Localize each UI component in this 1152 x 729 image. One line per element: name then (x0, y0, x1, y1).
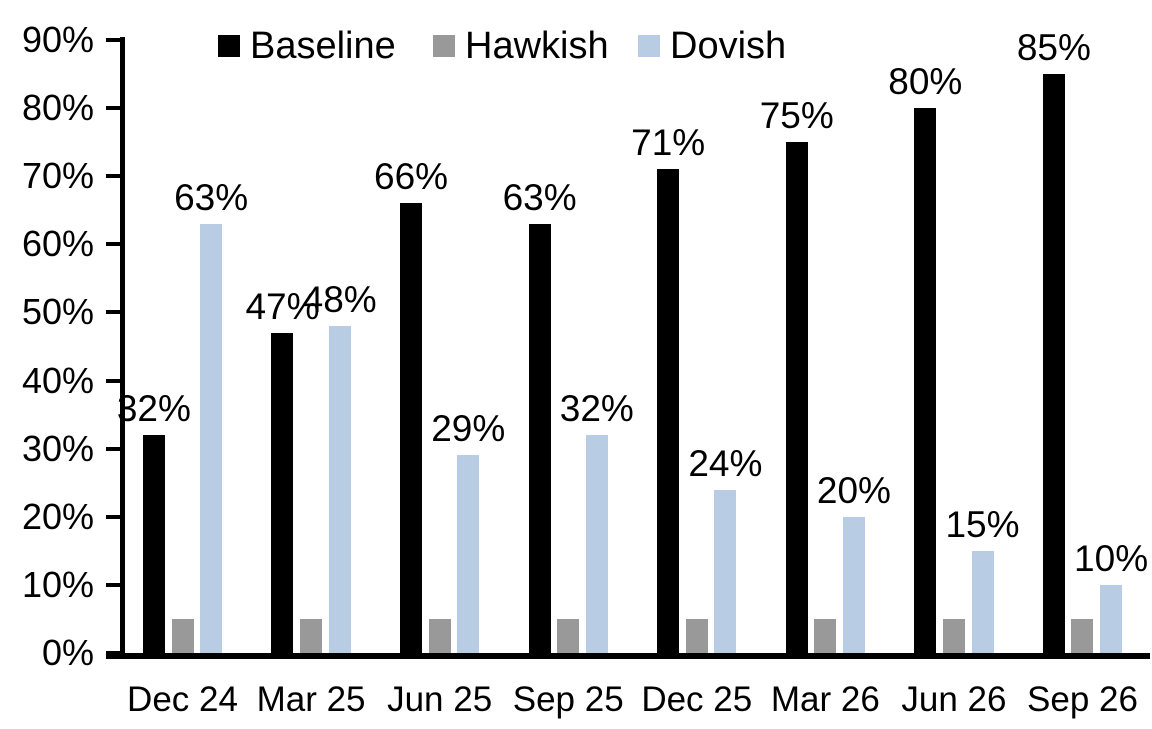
bar-hawkish-dec-25 (685, 618, 708, 653)
bar-dovish-dec-25 (714, 489, 737, 653)
bar-value-label-baseline-mar-25: 47% (245, 285, 320, 327)
bar-value-label-baseline-jun-25: 66% (374, 156, 449, 198)
bar-value-label-dovish-dec-24: 63% (174, 176, 249, 218)
bar-hawkish-jun-25 (428, 618, 451, 653)
bar-value-label-dovish-sep-26: 10% (1074, 537, 1149, 579)
bar-hawkish-sep-26 (1071, 618, 1094, 653)
bar-baseline-dec-25 (657, 169, 680, 653)
y-axis-tick (106, 38, 121, 42)
bar-value-label-dovish-jun-25: 29% (431, 408, 506, 450)
legend-swatch-baseline-icon (218, 35, 240, 57)
bar-value-label-baseline-sep-26: 85% (1016, 27, 1091, 69)
bar-baseline-sep-26 (1042, 74, 1065, 653)
bar-hawkish-mar-26 (814, 618, 837, 653)
bar-value-label-baseline-jun-26: 80% (888, 61, 963, 103)
y-axis-tick-label: 70% (21, 155, 94, 197)
bar-value-label-baseline-mar-26: 75% (759, 95, 834, 137)
bar-hawkish-dec-24 (171, 618, 194, 653)
bar-dovish-sep-26 (1100, 584, 1123, 653)
legend-swatch-dovish-icon (638, 35, 660, 57)
legend-label: Dovish (670, 25, 787, 67)
x-axis-category-label: Dec 24 (127, 680, 238, 719)
bar-hawkish-sep-25 (557, 618, 580, 653)
bar-dovish-sep-25 (585, 435, 608, 653)
legend-item-hawkish: Hawkish (433, 26, 609, 66)
x-axis-category-label: Sep 26 (1027, 680, 1138, 719)
bar-dovish-jun-26 (971, 550, 994, 653)
legend-label: Hawkish (465, 25, 609, 67)
x-axis-category-label: Jun 25 (387, 680, 493, 719)
bar-baseline-jun-25 (400, 203, 423, 653)
x-axis-category-label: Sep 25 (512, 680, 624, 719)
y-axis-tick-label: 50% (21, 291, 94, 333)
bar-hawkish-jun-26 (942, 618, 965, 653)
x-axis-category-label: Dec 25 (641, 680, 753, 719)
y-axis-tick (106, 378, 121, 383)
y-axis-tick-label: 30% (21, 427, 94, 469)
y-axis-tick (106, 174, 121, 179)
y-axis-line (120, 37, 125, 659)
y-axis-tick (106, 514, 121, 519)
y-axis-tick-label: 90% (21, 19, 94, 60)
bar-hawkish-mar-25 (300, 618, 323, 653)
bar-dovish-jun-25 (457, 455, 480, 653)
bar-value-label-dovish-dec-25: 24% (688, 442, 763, 484)
legend-item-baseline: Baseline (218, 26, 396, 66)
bar-baseline-mar-25 (271, 332, 294, 653)
bar-value-label-baseline-sep-25: 63% (502, 176, 577, 218)
bar-value-label-dovish-mar-25: 48% (302, 279, 377, 321)
y-axis-tick-label: 40% (21, 359, 94, 401)
bar-value-label-dovish-jun-26: 15% (945, 503, 1020, 545)
bar-value-label-baseline-dec-24: 32% (116, 388, 191, 430)
chart-legend: Baseline Hawkish Dovish (0, 0, 1152, 70)
y-axis-tick (106, 582, 121, 587)
y-axis-tick-label: 80% (21, 87, 94, 129)
bar-value-label-dovish-sep-25: 32% (559, 388, 634, 430)
y-axis-tick-label: 60% (21, 223, 94, 265)
y-axis-tick (106, 446, 121, 451)
bar-value-label-baseline-dec-25: 71% (631, 122, 706, 164)
y-axis-tick-label: 10% (21, 563, 94, 605)
y-axis-tick-label: 20% (21, 495, 94, 537)
y-axis-tick (106, 106, 121, 111)
y-axis-tick-label: 0% (41, 632, 94, 673)
bar-baseline-sep-25 (528, 223, 551, 653)
x-axis-line (106, 653, 1150, 659)
bar-dovish-dec-24 (200, 223, 223, 653)
y-axis-tick (106, 310, 121, 315)
bar-dovish-mar-25 (328, 326, 351, 653)
legend-label: Baseline (250, 25, 396, 67)
y-axis-tick (106, 242, 121, 247)
bar-dovish-mar-26 (842, 516, 865, 653)
bar-value-label-dovish-mar-26: 20% (816, 469, 891, 511)
x-axis-category-label: Mar 26 (770, 680, 880, 719)
bar-baseline-dec-24 (142, 435, 165, 653)
legend-swatch-hawkish-icon (433, 35, 455, 57)
legend-item-dovish: Dovish (638, 26, 786, 66)
bar-baseline-mar-26 (785, 142, 808, 653)
bar-baseline-jun-26 (914, 108, 937, 653)
x-axis-category-label: Jun 26 (901, 680, 1007, 719)
x-axis-category-label: Mar 25 (256, 680, 366, 719)
